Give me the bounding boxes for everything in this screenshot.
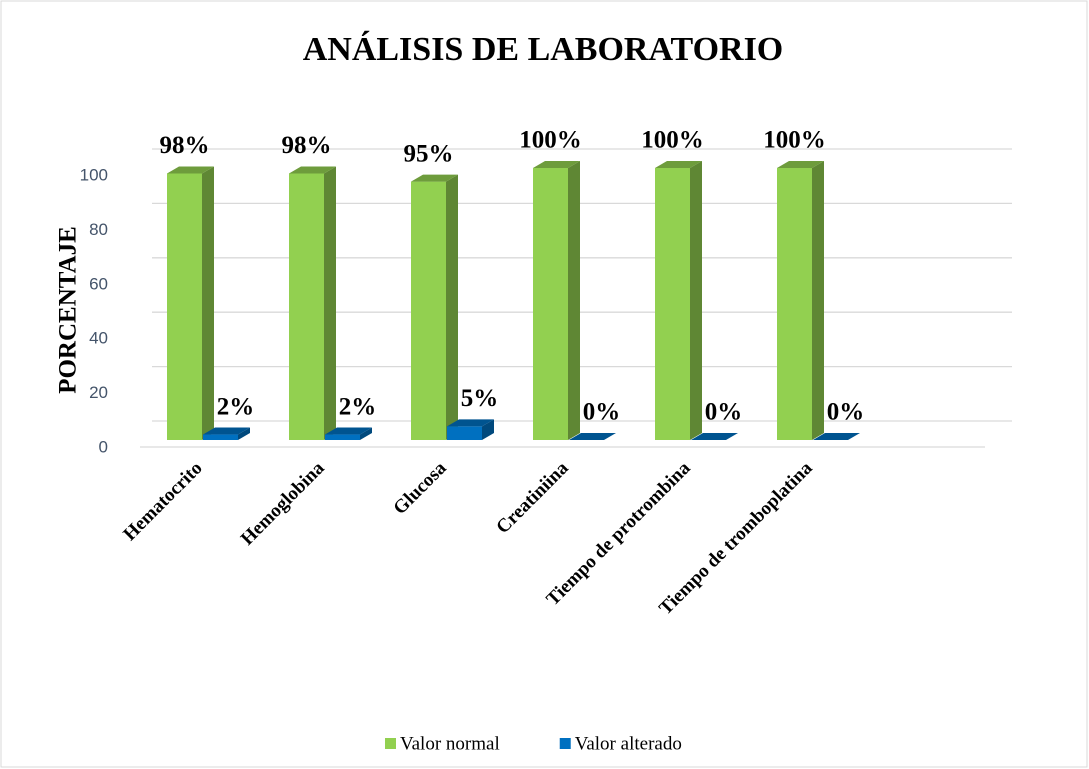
value-label: 95% xyxy=(404,140,454,167)
value-label: 0% xyxy=(827,399,865,426)
y-tick-label: 40 xyxy=(89,329,108,348)
legend-label: Valor alterado xyxy=(575,733,682,754)
bar xyxy=(447,426,482,440)
bar-top xyxy=(289,166,336,174)
bar-side xyxy=(446,174,458,440)
bar-top xyxy=(533,161,580,168)
bar-side xyxy=(812,161,824,440)
bar-top xyxy=(447,419,494,427)
bar-top xyxy=(411,174,458,182)
legend-swatch xyxy=(559,738,571,749)
legend-label: Valor normal xyxy=(400,733,500,754)
bar-top xyxy=(813,433,860,440)
value-label: 98% xyxy=(282,132,332,159)
bar-side xyxy=(482,419,494,440)
bar xyxy=(167,173,202,440)
bar-side xyxy=(238,427,250,440)
value-label: 0% xyxy=(705,399,743,426)
bar-side xyxy=(690,161,702,440)
bar-top xyxy=(569,433,616,440)
bar xyxy=(289,173,324,440)
value-label: 2% xyxy=(339,393,377,420)
y-tick-label: 100 xyxy=(80,165,108,184)
y-tick-label: 80 xyxy=(89,220,108,239)
bar-side xyxy=(202,166,214,440)
bar xyxy=(203,434,238,440)
value-label: 100% xyxy=(519,127,582,154)
bar xyxy=(533,168,568,440)
bar-top xyxy=(777,161,824,168)
bar xyxy=(655,168,690,440)
bar-top xyxy=(167,166,214,174)
bar xyxy=(325,434,360,440)
value-label: 5% xyxy=(461,385,499,412)
legend-swatch xyxy=(385,738,396,749)
y-tick-label: 0 xyxy=(99,437,108,456)
y-tick-label: 60 xyxy=(89,274,108,293)
y-tick-label: 20 xyxy=(89,383,108,402)
bar-top xyxy=(691,433,738,440)
bar-top xyxy=(655,161,702,168)
bar-top xyxy=(325,427,372,435)
bar xyxy=(411,181,446,440)
bar-top xyxy=(203,427,250,435)
bar xyxy=(777,168,812,440)
value-label: 2% xyxy=(217,393,255,420)
bar-side xyxy=(324,166,336,440)
bar-side xyxy=(568,161,580,440)
y-axis-label: PORCENTAJE xyxy=(55,226,82,394)
value-label: 0% xyxy=(583,399,621,426)
value-label: 98% xyxy=(160,132,210,159)
bar-side xyxy=(360,427,372,440)
value-label: 100% xyxy=(763,127,826,154)
value-label: 100% xyxy=(641,127,704,154)
chart-title: ANÁLISIS DE LABORATORIO xyxy=(303,31,784,68)
